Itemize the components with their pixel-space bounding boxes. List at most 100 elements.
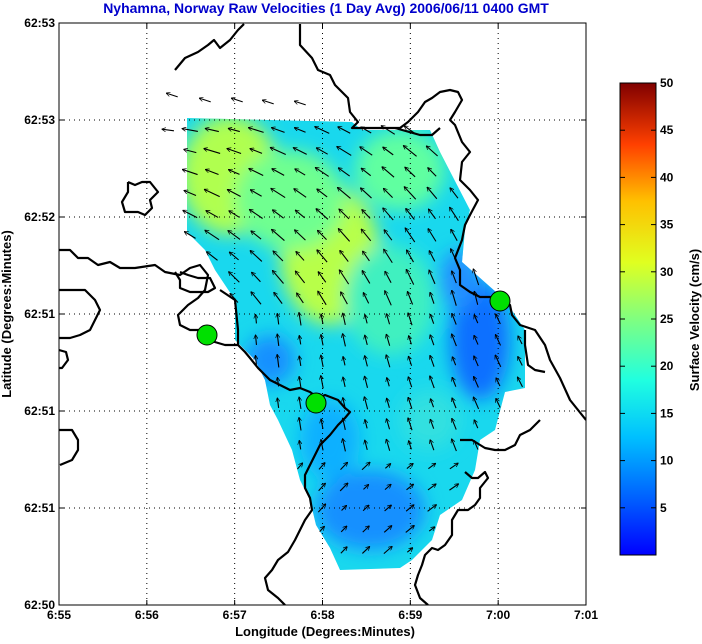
- velocity-arrow: [273, 251, 284, 262]
- velocity-arrow: [206, 211, 219, 218]
- velocity-arrow: [231, 98, 243, 103]
- velocity-arrow: [250, 190, 262, 197]
- velocity-arrow: [227, 149, 242, 154]
- velocity-arrow: [364, 397, 369, 410]
- colorbar-tick-label: 15: [660, 406, 674, 420]
- velocity-arrow: [361, 547, 369, 554]
- velocity-arrow: [382, 167, 395, 178]
- velocity-arrow: [449, 484, 458, 491]
- velocity-arrow: [452, 290, 457, 306]
- velocity-arrow: [339, 270, 350, 285]
- velocity-arrow: [338, 168, 350, 177]
- velocity-arrow: [474, 420, 479, 429]
- velocity-arrow: [205, 169, 219, 176]
- velocity-arrow: [294, 128, 306, 133]
- velocity-arrow: [428, 527, 435, 532]
- velocity-arrow: [249, 168, 264, 176]
- x-tick-label: 7:01: [574, 608, 598, 622]
- velocity-arrow: [321, 440, 323, 451]
- velocity-arrow: [383, 188, 393, 198]
- y-tick-label: 62:53: [24, 16, 55, 30]
- velocity-arrow: [452, 271, 457, 284]
- velocity-arrow: [408, 377, 413, 388]
- velocity-arrow: [166, 93, 178, 98]
- velocity-arrow: [251, 292, 262, 305]
- velocity-arrow: [429, 270, 436, 285]
- velocity-arrow: [337, 147, 352, 156]
- velocity-arrow: [250, 251, 263, 262]
- colorbar-label: Surface Velocity (cm/s): [687, 249, 702, 391]
- velocity-arrow: [452, 418, 457, 430]
- velocity-arrow: [365, 420, 367, 429]
- velocity-arrow: [340, 250, 349, 262]
- velocity-arrow: [363, 293, 370, 304]
- velocity-arrow: [295, 230, 306, 241]
- velocity-arrow: [272, 169, 285, 176]
- velocity-arrow: [386, 355, 391, 368]
- velocity-arrow: [385, 291, 392, 306]
- colorbar-tick-label: 10: [660, 454, 674, 468]
- velocity-arrow: [337, 188, 351, 199]
- velocity-arrow: [406, 463, 413, 469]
- velocity-arrow: [340, 547, 347, 554]
- velocity-arrow: [384, 249, 393, 264]
- velocity-arrow: [343, 418, 346, 430]
- velocity-arrow: [406, 548, 412, 553]
- velocity-arrow: [430, 314, 435, 324]
- colorbar-tick-label: 5: [660, 501, 667, 515]
- velocity-arrow: [407, 291, 414, 305]
- velocity-arrow: [297, 463, 302, 470]
- y-tick-label: 62:52: [24, 210, 55, 224]
- velocity-arrow: [205, 230, 220, 241]
- velocity-arrow: [406, 269, 415, 285]
- velocity-arrow: [450, 207, 459, 221]
- velocity-arrow: [229, 211, 240, 218]
- velocity-arrow: [430, 376, 435, 389]
- velocity-arrow: [318, 483, 326, 492]
- station-marker: [489, 290, 511, 312]
- velocity-arrow: [271, 128, 285, 133]
- colorbar-ticks: 5 10 15 20 25 30 35 40 45 50: [620, 76, 674, 515]
- velocity-arrow: [277, 314, 278, 325]
- velocity-arrow: [295, 271, 306, 284]
- velocity-arrow: [299, 313, 301, 326]
- velocity-arrow: [365, 376, 369, 388]
- velocity-arrow: [427, 505, 437, 512]
- velocity-arrow: [518, 357, 523, 366]
- velocity-arrow: [496, 398, 501, 408]
- velocity-arrow: [294, 101, 306, 106]
- velocity-arrow: [204, 149, 221, 154]
- velocity-arrow: [360, 147, 373, 156]
- x-tick-label: 6:57: [223, 608, 247, 622]
- velocity-arrow: [384, 230, 393, 241]
- velocity-arrow: [430, 355, 435, 367]
- velocity-arrow: [317, 189, 328, 198]
- velocity-arrow: [339, 209, 350, 220]
- velocity-arrow: [452, 377, 457, 387]
- velocity-arrow: [317, 504, 325, 513]
- velocity-arrow: [430, 335, 435, 346]
- velocity-arrow: [365, 356, 368, 367]
- velocity-arrow: [452, 357, 457, 366]
- velocity-arrow: [474, 315, 479, 324]
- velocity-arrow: [384, 484, 391, 491]
- velocity-arrow: [341, 292, 348, 305]
- velocity-arrow: [343, 313, 346, 325]
- velocity-arrow: [319, 526, 325, 532]
- velocity-arrow: [299, 418, 301, 431]
- velocity-arrow: [408, 356, 413, 366]
- velocity-arrow: [299, 377, 301, 388]
- x-tick-label: 6:59: [398, 608, 422, 622]
- velocity-arrow: [451, 249, 458, 264]
- velocity-arrow: [451, 229, 458, 241]
- y-axis-ticks: 62:50 62:51 62:51 62:51 62:52 62:53 62:53: [24, 16, 586, 612]
- velocity-arrow: [205, 128, 219, 133]
- x-tick-label: 7:00: [486, 608, 510, 622]
- velocity-arrow: [473, 397, 480, 410]
- velocity-arrow: [338, 229, 351, 242]
- velocity-arrow: [251, 231, 262, 240]
- velocity-arrow: [339, 483, 348, 492]
- radar-stations: [196, 290, 511, 414]
